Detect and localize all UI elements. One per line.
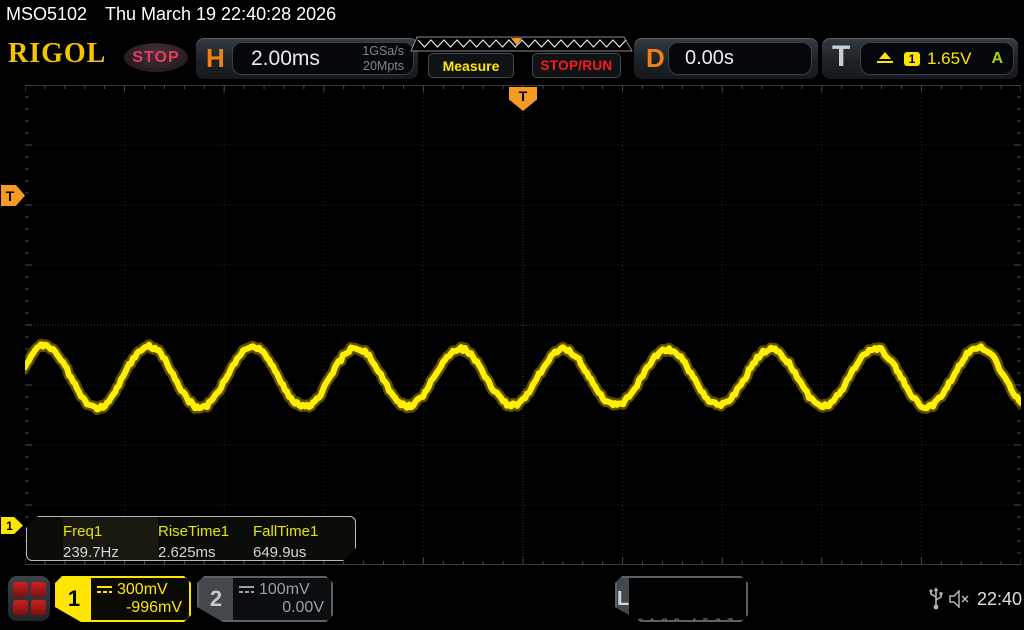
ch1-ground-marker[interactable]: 1	[1, 517, 23, 534]
main-menu-button[interactable]	[8, 576, 50, 621]
trigger-level-marker[interactable]: T	[1, 185, 25, 206]
channel2-number: 2	[199, 578, 233, 620]
measurement-value: 649.9us	[253, 544, 307, 561]
acquisition-info: 1GSa/s 20Mpts	[362, 44, 404, 73]
trigger-label: T	[832, 40, 851, 73]
sample-rate: 1GSa/s	[362, 44, 404, 59]
horizontal-inner: 2.00ms 1GSa/s 20Mpts	[232, 42, 414, 75]
waveform-preview-strip[interactable]	[410, 36, 636, 52]
logic-label: L	[617, 578, 629, 620]
delay-label: D	[646, 43, 665, 73]
channel1-offset: -996mV	[125, 599, 182, 616]
trigger-mode: A	[991, 49, 1003, 67]
delay-settings-box[interactable]: D 0.00s	[634, 38, 818, 79]
model-name: MSO5102	[6, 4, 88, 24]
datetime: Thu March 19 22:40:28 2026	[105, 4, 337, 24]
measurement-item: RiseTime1 2.625ms	[158, 517, 253, 560]
rising-edge-icon	[877, 51, 893, 63]
timebase-value: 2.00ms	[251, 46, 320, 70]
delay-value: 0.00s	[685, 47, 734, 69]
horizontal-settings-box[interactable]: H 2.00ms 1GSa/s 20Mpts	[196, 38, 418, 79]
trigger-position-marker-label: T	[518, 88, 528, 104]
clock: 22:40	[977, 589, 1023, 609]
speaker-muted-icon	[949, 590, 969, 608]
dc-coupling-icon	[96, 585, 113, 595]
logic-channels-box[interactable]: L 0 1 2 3 4 5 6 7 8 9 1011 12131415	[615, 576, 748, 622]
measurement-label: FallTime1	[253, 523, 319, 540]
measurement-label: RiseTime1	[158, 523, 230, 540]
logic-channel-numbers: 0 1 2 3 4 5 6 7 8 9 1011 12131415	[629, 578, 748, 620]
dc-coupling-icon	[238, 585, 255, 595]
channel1-values: 300mV -996mV	[91, 578, 189, 620]
menu-grid-icon	[30, 582, 46, 597]
measure-button-label: Measure	[442, 57, 500, 74]
channel2-offset: 0.00V	[282, 599, 324, 616]
measurement-item: Freq1 239.7Hz	[63, 517, 158, 560]
measurement-value: 239.7Hz	[63, 544, 119, 561]
trigger-settings-box[interactable]: T 1 1.65V A	[822, 38, 1018, 79]
delay-inner: 0.00s	[668, 42, 812, 75]
measurement-label: Freq1	[63, 523, 103, 540]
ch1-ground-marker-label: 1	[6, 518, 13, 533]
rigol-logo: RIGOL	[8, 38, 107, 69]
bottom-bar: 1 300mV -996mV 2	[0, 565, 1024, 630]
channel2-box[interactable]: 2 100mV 0.00V	[197, 576, 333, 622]
trigger-level-marker-label: T	[5, 187, 15, 204]
trigger-source-badge: 1	[904, 51, 920, 66]
top-status-bar: MSO5102 Thu March 19 22:40:28 2026	[0, 0, 1024, 30]
measure-button[interactable]: Measure	[428, 53, 514, 78]
menu-grid-icon	[12, 582, 28, 597]
menu-grid-icon	[30, 600, 46, 615]
usb-icon	[929, 587, 943, 610]
channel2-values: 100mV 0.00V	[233, 578, 331, 620]
channel1-box[interactable]: 1 300mV -996mV	[55, 576, 191, 622]
run-state-badge: STOP	[124, 43, 188, 72]
stop-run-button-label: STOP/RUN	[540, 58, 613, 73]
horizontal-label: H	[206, 43, 225, 73]
memory-depth: 20Mpts	[363, 58, 404, 73]
trigger-level-value: 1.65V	[927, 48, 972, 68]
stop-run-button[interactable]: STOP/RUN	[532, 53, 621, 78]
grid	[25, 85, 1021, 565]
graticule-area[interactable]	[25, 85, 1021, 565]
channel1-scale: 300mV	[117, 581, 168, 598]
run-state-label: STOP	[132, 48, 180, 66]
logic-row1: 0 1 2 3 4 5 6 7	[637, 615, 748, 622]
ch1-waveform	[25, 338, 1021, 415]
menu-grid-icon	[12, 600, 28, 615]
measurement-value: 2.625ms	[158, 544, 216, 561]
header-bar: RIGOL STOP H 2.00ms 1GSa/s 20Mpts Measur…	[0, 30, 1024, 84]
channel1-number: 1	[57, 578, 91, 620]
measurement-results-panel[interactable]: Freq1 239.7Hz RiseTime1 2.625ms FallTime…	[26, 516, 356, 561]
channel2-scale: 100mV	[259, 581, 310, 598]
measurement-item: FallTime1 649.9us	[253, 517, 348, 560]
trigger-inner: 1 1.65V A	[860, 42, 1014, 75]
